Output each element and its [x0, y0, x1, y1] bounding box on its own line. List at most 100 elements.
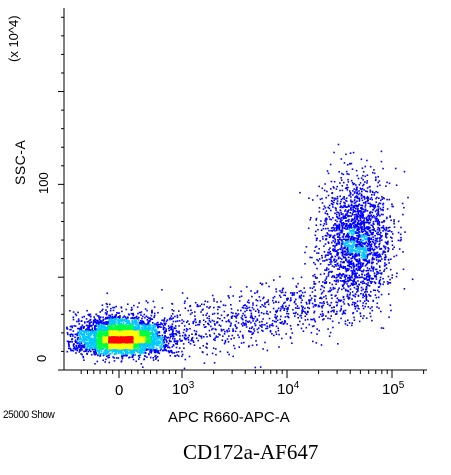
data-point — [156, 356, 159, 358]
data-point — [330, 199, 333, 202]
data-point — [114, 318, 117, 321]
data-point — [276, 319, 279, 322]
data-point — [357, 235, 360, 237]
data-point — [147, 320, 150, 322]
data-point — [318, 281, 321, 283]
data-point — [170, 315, 173, 317]
data-point — [122, 325, 124, 327]
data-point — [345, 242, 348, 244]
data-point — [339, 220, 341, 223]
data-point — [135, 328, 137, 331]
data-point — [348, 228, 350, 230]
data-point — [269, 324, 271, 326]
data-point — [276, 310, 278, 312]
data-point — [113, 318, 116, 320]
data-point — [379, 237, 382, 240]
data-point — [375, 256, 378, 259]
data-point — [330, 289, 333, 291]
data-point — [81, 349, 83, 351]
data-point — [139, 311, 142, 314]
data-point — [255, 299, 257, 301]
data-point — [347, 264, 349, 267]
data-point — [280, 322, 282, 324]
data-point — [340, 222, 343, 225]
data-point — [207, 322, 209, 325]
data-point — [212, 347, 215, 349]
data-point — [179, 338, 181, 340]
data-point — [145, 349, 148, 351]
data-point — [111, 328, 114, 330]
data-point — [89, 344, 92, 347]
data-point — [361, 222, 363, 225]
data-point — [135, 348, 137, 351]
data-point — [98, 318, 101, 321]
data-point — [323, 189, 326, 192]
data-point — [202, 345, 205, 347]
data-point — [327, 328, 329, 330]
data-point — [367, 306, 370, 308]
data-point — [352, 312, 354, 315]
data-point — [357, 246, 360, 248]
data-point — [179, 314, 181, 316]
data-point — [339, 237, 341, 239]
data-point — [79, 336, 81, 338]
data-point — [364, 221, 367, 224]
data-point — [140, 347, 142, 349]
data-point — [336, 310, 338, 313]
data-point — [108, 328, 110, 330]
data-point — [297, 313, 299, 316]
data-point — [252, 302, 254, 304]
data-point — [357, 287, 359, 290]
data-point — [144, 351, 146, 354]
data-point — [336, 202, 338, 205]
data-point — [308, 197, 310, 199]
data-point — [350, 200, 352, 203]
data-point — [378, 220, 380, 223]
data-point — [218, 306, 221, 308]
data-point — [337, 143, 340, 146]
data-point — [356, 276, 359, 279]
data-point — [88, 336, 91, 338]
data-point — [361, 208, 363, 210]
data-point — [352, 284, 354, 286]
data-point — [92, 319, 95, 322]
data-point — [375, 252, 378, 254]
data-point — [341, 288, 343, 291]
data-point — [352, 183, 355, 186]
data-point — [120, 355, 123, 358]
data-point — [84, 350, 87, 352]
data-point — [355, 204, 357, 207]
data-point — [170, 328, 172, 331]
data-point — [355, 241, 358, 243]
data-point — [369, 203, 372, 206]
data-point — [366, 187, 369, 189]
data-point — [332, 217, 334, 219]
data-point — [120, 354, 123, 356]
data-point — [332, 236, 334, 239]
data-point — [109, 303, 111, 306]
data-point — [153, 349, 155, 351]
data-point — [150, 335, 152, 338]
data-point — [173, 352, 176, 354]
data-point — [327, 233, 329, 235]
data-point — [181, 353, 184, 356]
data-point — [284, 316, 287, 318]
data-point — [248, 320, 251, 322]
data-point — [181, 322, 183, 325]
data-point — [287, 313, 290, 315]
data-point — [337, 343, 339, 345]
data-point — [322, 224, 325, 227]
data-point — [341, 185, 344, 187]
data-point — [382, 167, 384, 170]
data-point — [161, 340, 164, 343]
data-point — [144, 327, 146, 330]
data-point — [124, 320, 127, 323]
data-point — [146, 326, 148, 329]
data-point — [332, 288, 335, 290]
data-point — [113, 322, 115, 324]
data-point — [194, 333, 197, 336]
data-point — [87, 343, 89, 346]
data-point — [89, 341, 91, 343]
data-point — [208, 329, 211, 332]
data-point — [66, 328, 69, 330]
